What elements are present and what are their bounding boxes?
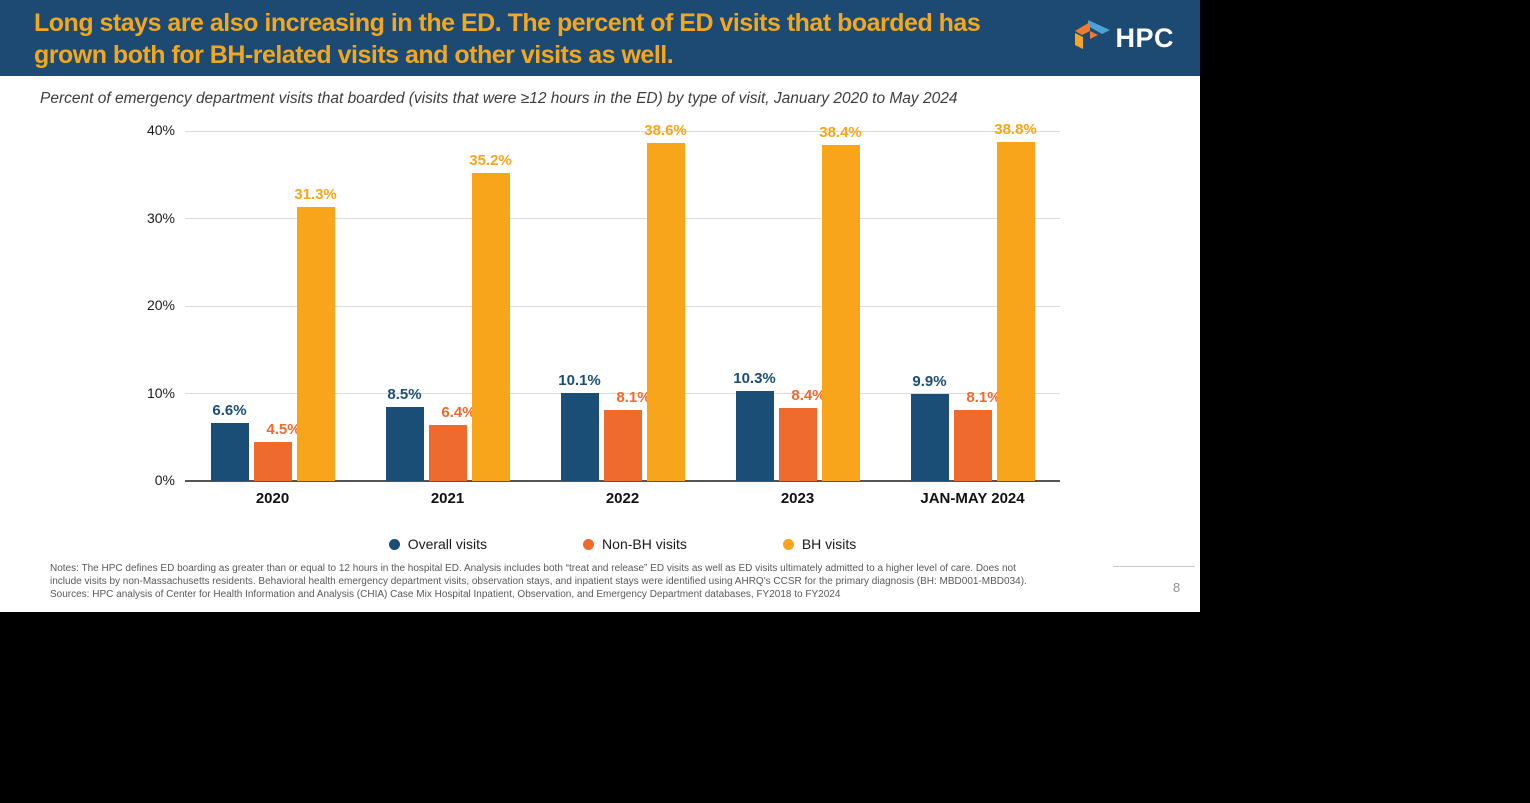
x-axis-category-label: JAN-MAY 2024: [920, 490, 1025, 507]
y-tick-40: 40%: [146, 122, 175, 138]
hpc-logo-text: HPC: [1115, 22, 1174, 53]
bar-group-2020: 6.6% 4.5% 31.3% 2020: [185, 131, 360, 507]
x-axis-category-label: 2023: [780, 490, 815, 507]
bar-value-label: 38.4%: [819, 124, 862, 141]
chart-subtitle: Percent of emergency department visits t…: [40, 90, 958, 107]
legend-label: BH visits: [801, 536, 857, 552]
footer-notes-line2: include visits by non-Massachusetts resi…: [50, 576, 1027, 587]
bar-bh-visits-2021: 35.2%: [469, 152, 512, 481]
gridline-10: [185, 393, 1060, 394]
slide-header: Long stays are also increasing in the ED…: [0, 0, 1200, 76]
legend-item-bh-visits: BH visits: [782, 536, 857, 552]
bar-value-label: 4.5%: [266, 420, 301, 438]
footer-divider: [1113, 566, 1195, 567]
bar-value-label: 31.3%: [294, 186, 337, 204]
hpc-logo-icon: [1072, 18, 1112, 59]
bar-bh-visits-2020: 31.3%: [294, 186, 337, 481]
legend-dot-icon: [782, 538, 794, 550]
gridline-30: [185, 218, 1060, 219]
legend-item-non-bh-visits: Non-BH visits: [583, 536, 687, 552]
x-axis-category-label: 2021: [430, 490, 465, 507]
bar-value-label: 8.1%: [966, 389, 1001, 407]
bar-non-bh-visits-2020: 4.5%: [253, 421, 301, 481]
bar-group-2021: 8.5% 6.4% 35.2% 2021: [360, 131, 535, 507]
bar-value-label: 8.4%: [791, 386, 826, 404]
bar-non-bh-visits-jan-may-2024: 8.1%: [953, 389, 1001, 481]
bar-chart: 40% 30% 20% 10% 0% 6.6% 4.5% 31.3% 2020 8.5%…: [147, 121, 1060, 507]
x-axis-category-label: 2022: [605, 490, 640, 507]
slide-title-line1: Long stays are also increasing in the ED…: [34, 9, 981, 37]
bar-value-label: 8.1%: [616, 389, 651, 407]
bar-bh-visits-jan-may-2024: 38.8%: [994, 121, 1037, 481]
bar-value-label: 10.1%: [558, 371, 601, 389]
legend-label: Non-BH visits: [602, 536, 687, 552]
bar-value-label: 38.6%: [644, 122, 687, 140]
bar-groups: 6.6% 4.5% 31.3% 2020 8.5% 6.4% 35.2% 2021 10.1% 8…: [185, 121, 1060, 507]
x-axis-line: [185, 480, 1060, 482]
bar-group-2023: 10.3% 8.4% 38.4% 2023: [710, 124, 885, 507]
bar-group-2022: 10.1% 8.1% 38.6% 2022: [535, 122, 710, 507]
x-axis-category-label: 2020: [255, 490, 290, 507]
gridline-40: [185, 131, 1060, 132]
slide-title-line2: grown both for BH-related visits and oth…: [34, 41, 674, 69]
legend-label: Overall visits: [407, 536, 488, 552]
legend-dot-icon: [583, 538, 595, 550]
y-tick-0: 0%: [154, 472, 175, 488]
bar-value-label: 38.8%: [994, 120, 1037, 138]
y-tick-30: 30%: [146, 210, 175, 226]
bar-value-label: 35.2%: [469, 152, 512, 169]
page-number: 8: [1173, 580, 1181, 595]
bar-non-bh-visits-2023: 8.4%: [778, 387, 826, 481]
bar-value-label: 6.6%: [212, 402, 247, 420]
legend-item-overall-visits: Overall visits: [388, 536, 488, 552]
bar-value-label: 8.5%: [387, 385, 422, 403]
slide-title: Long stays are also increasing in the ED…: [34, 5, 981, 71]
bar-non-bh-visits-2021: 6.4%: [428, 404, 476, 481]
y-tick-20: 20%: [146, 297, 175, 313]
bar-overall-visits-jan-may-2024: 9.9%: [910, 373, 949, 481]
chart-legend: Overall visits Non-BH visits BH visits: [185, 536, 1060, 552]
bar-overall-visits-2021: 8.5%: [385, 386, 424, 481]
footer-notes: Notes: The HPC defines ED boarding as gr…: [50, 562, 1027, 601]
bar-bh-visits-2022: 38.6%: [644, 122, 687, 481]
bar-overall-visits-2023: 10.3%: [733, 370, 776, 481]
bar-value-label: 6.4%: [441, 404, 476, 421]
footer-notes-line3: Sources: HPC analysis of Center for Heal…: [50, 589, 841, 600]
slide: Long stays are also increasing in the ED…: [0, 0, 1200, 612]
footer-notes-line1: Notes: The HPC defines ED boarding as gr…: [50, 563, 1016, 574]
y-tick-10: 10%: [146, 385, 175, 401]
bar-group-jan-may-2024: 9.9% 8.1% 38.8% JAN-MAY 2024: [885, 121, 1060, 507]
bar-value-label: 9.9%: [912, 373, 947, 391]
gridline-20: [185, 306, 1060, 307]
bar-overall-visits-2022: 10.1%: [558, 372, 601, 481]
bar-overall-visits-2020: 6.6%: [210, 402, 249, 481]
hpc-logo: HPC: [1072, 18, 1174, 59]
bar-bh-visits-2023: 38.4%: [819, 124, 862, 481]
bar-value-label: 10.3%: [733, 369, 776, 387]
bar-non-bh-visits-2022: 8.1%: [603, 389, 651, 481]
legend-dot-icon: [388, 538, 400, 550]
